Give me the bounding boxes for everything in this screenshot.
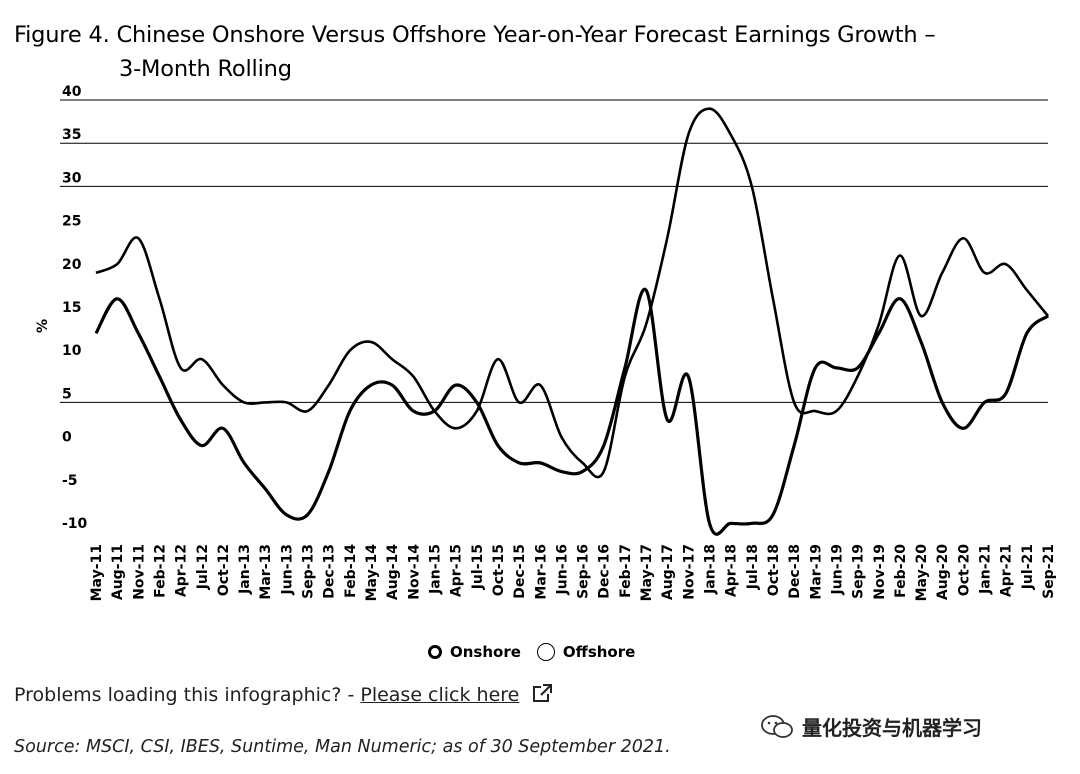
y-tick-label: 0 bbox=[62, 430, 72, 446]
x-tick-label: Jun-19 bbox=[829, 544, 845, 595]
series-lines bbox=[94, 107, 1050, 536]
y-tick-label: -5 bbox=[62, 473, 78, 489]
x-tick-label: Dec-15 bbox=[512, 544, 528, 599]
x-tick-label: Apr-12 bbox=[174, 544, 190, 597]
y-tick-label: 15 bbox=[62, 300, 81, 316]
y-tick-label: 25 bbox=[62, 214, 81, 230]
legend-label-offshore: Offshore bbox=[562, 643, 636, 661]
onshore-marker-icon bbox=[428, 645, 442, 659]
y-axis-ticks: 40 35 30 25 20 15 10 5 0 -5 -10 bbox=[62, 84, 88, 532]
x-tick-label: Jul-12 bbox=[195, 544, 211, 590]
external-link-icon[interactable] bbox=[531, 683, 553, 703]
x-tick-label: Mar-16 bbox=[533, 544, 549, 600]
x-tick-label: Jan-13 bbox=[237, 544, 253, 595]
series-line-onshore bbox=[94, 287, 1050, 536]
x-tick-label: Jan-21 bbox=[978, 544, 994, 595]
x-tick-label: Oct-15 bbox=[491, 544, 507, 596]
x-tick-label: Oct-12 bbox=[216, 544, 232, 596]
x-tick-label: Jul-21 bbox=[1020, 544, 1036, 590]
x-tick-label: Sep-16 bbox=[576, 544, 592, 599]
y-tick-label: 35 bbox=[62, 127, 81, 143]
x-tick-label: Sep-19 bbox=[851, 544, 867, 599]
x-tick-label: Sep-13 bbox=[301, 544, 317, 599]
x-tick-label: Oct-20 bbox=[956, 544, 972, 596]
x-tick-label: Nov-14 bbox=[406, 544, 422, 600]
x-tick-label: Aug-20 bbox=[935, 544, 951, 600]
y-tick-label: 20 bbox=[62, 257, 82, 273]
watermark: 量化投资与机器学习 bbox=[760, 712, 982, 741]
x-tick-label: Jan-18 bbox=[703, 544, 719, 595]
chart-title: Figure 4. Chinese Onshore Versus Offshor… bbox=[14, 18, 936, 86]
x-tick-label: Jul-18 bbox=[745, 544, 761, 590]
watermark-text: 量化投资与机器学习 bbox=[802, 716, 982, 740]
y-axis-label: % bbox=[35, 319, 51, 333]
legend-item-onshore[interactable]: Onshore bbox=[428, 643, 521, 661]
offshore-marker-icon bbox=[536, 643, 555, 661]
x-tick-label: Jun-16 bbox=[554, 544, 570, 595]
x-tick-label: May-20 bbox=[914, 544, 930, 602]
series-line-offshore bbox=[95, 107, 1050, 479]
x-tick-label: Aug-11 bbox=[110, 544, 126, 600]
x-tick-label: Jul-15 bbox=[470, 544, 486, 590]
legend-item-offshore[interactable]: Offshore bbox=[536, 643, 636, 661]
x-tick-label: May-14 bbox=[364, 544, 380, 602]
x-tick-label: Jun-13 bbox=[279, 544, 295, 595]
chart-title-line-2: 3-Month Rolling bbox=[119, 56, 292, 82]
x-tick-label: Aug-17 bbox=[660, 544, 676, 600]
y-tick-label: 30 bbox=[62, 170, 82, 186]
x-tick-label: Nov-11 bbox=[131, 544, 147, 600]
x-tick-label: Mar-19 bbox=[808, 544, 824, 600]
x-tick-label: Dec-16 bbox=[597, 544, 613, 599]
please-click-here-link[interactable]: Please click here bbox=[360, 684, 520, 706]
legend-label-onshore: Onshore bbox=[450, 643, 521, 661]
x-tick-label: Feb-14 bbox=[343, 544, 359, 598]
problems-loading-text: Problems loading this infographic? - bbox=[14, 684, 361, 706]
x-tick-label: Jan-15 bbox=[427, 544, 443, 595]
x-tick-label: Feb-12 bbox=[152, 544, 168, 598]
y-tick-label: 10 bbox=[62, 343, 82, 359]
x-axis-ticks: May-11 Aug-11 Nov-11 Feb-12 Apr-12 Jul-12 Oct-… bbox=[89, 544, 1057, 602]
x-tick-label: Oct-18 bbox=[766, 544, 782, 596]
x-tick-label: Nov-17 bbox=[681, 544, 697, 600]
y-tick-label: -10 bbox=[62, 516, 88, 532]
source-note: Source: MSCI, CSI, IBES, Suntime, Man Nu… bbox=[14, 737, 671, 757]
x-tick-label: Apr-18 bbox=[724, 544, 740, 597]
chart-legend: Onshore Offshore bbox=[428, 643, 651, 661]
x-tick-label: May-11 bbox=[89, 544, 105, 601]
y-tick-label: 5 bbox=[62, 386, 72, 402]
x-tick-label: Feb-17 bbox=[618, 544, 634, 598]
x-tick-label: Apr-21 bbox=[999, 544, 1015, 597]
x-tick-label: Sep-21 bbox=[1041, 544, 1057, 599]
gridlines bbox=[60, 99, 1048, 403]
earnings-growth-chart: 40 35 30 25 20 15 10 5 0 -5 -10 % May-11 Aug-11 Nov-… bbox=[35, 84, 1057, 602]
x-tick-label: Nov-19 bbox=[872, 544, 888, 600]
x-tick-label: Mar-13 bbox=[258, 544, 274, 600]
chart-title-line-1: Figure 4. Chinese Onshore Versus Offshor… bbox=[14, 22, 936, 48]
x-tick-label: Apr-15 bbox=[449, 544, 465, 597]
x-tick-label: Feb-20 bbox=[893, 544, 909, 598]
x-tick-label: Aug-14 bbox=[385, 544, 401, 600]
y-tick-label: 40 bbox=[62, 84, 82, 100]
x-tick-label: Dec-18 bbox=[787, 544, 803, 599]
x-tick-label: Dec-13 bbox=[322, 544, 338, 599]
wechat-icon bbox=[761, 714, 793, 738]
problems-loading-note: Problems loading this infographic? - Ple… bbox=[14, 683, 553, 706]
x-tick-label: May-17 bbox=[639, 544, 655, 601]
